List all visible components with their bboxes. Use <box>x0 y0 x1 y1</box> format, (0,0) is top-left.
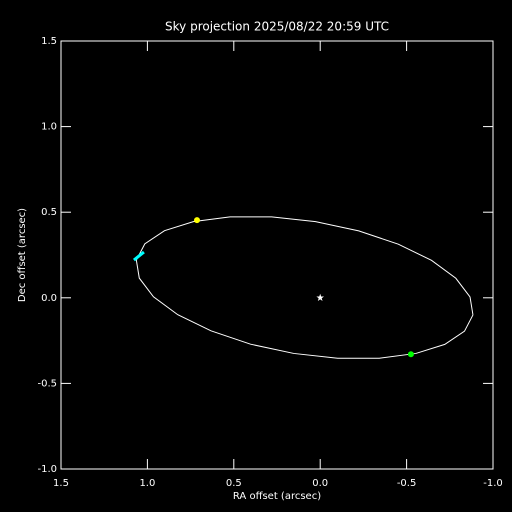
y-tick-label: 0.5 <box>41 207 57 218</box>
marker <box>132 250 145 262</box>
plot-frame <box>60 40 494 470</box>
x-tick-label: -1.0 <box>483 478 503 489</box>
y-tick-label: -0.5 <box>37 378 57 389</box>
x-tick-label: 0.0 <box>312 478 328 489</box>
chart-title: Sky projection 2025/08/22 20:59 UTC <box>165 20 389 34</box>
y-tick-label: -1.0 <box>37 464 57 475</box>
x-tick-label: 1.0 <box>139 478 155 489</box>
marker <box>316 293 324 302</box>
orbit-line <box>135 216 474 359</box>
y-tick-label: 1.0 <box>41 122 57 133</box>
x-axis-label: RA offset (arcsec) <box>233 491 321 502</box>
y-axis-label: Dec offset (arcsec) <box>17 208 28 302</box>
x-tick-label: 0.5 <box>226 478 242 489</box>
y-tick-label: 0.0 <box>41 293 57 304</box>
x-tick-label: 1.5 <box>53 478 69 489</box>
y-tick-label: 1.5 <box>41 36 57 47</box>
marker <box>407 351 414 358</box>
x-tick-label: -0.5 <box>397 478 417 489</box>
marker <box>193 217 200 224</box>
